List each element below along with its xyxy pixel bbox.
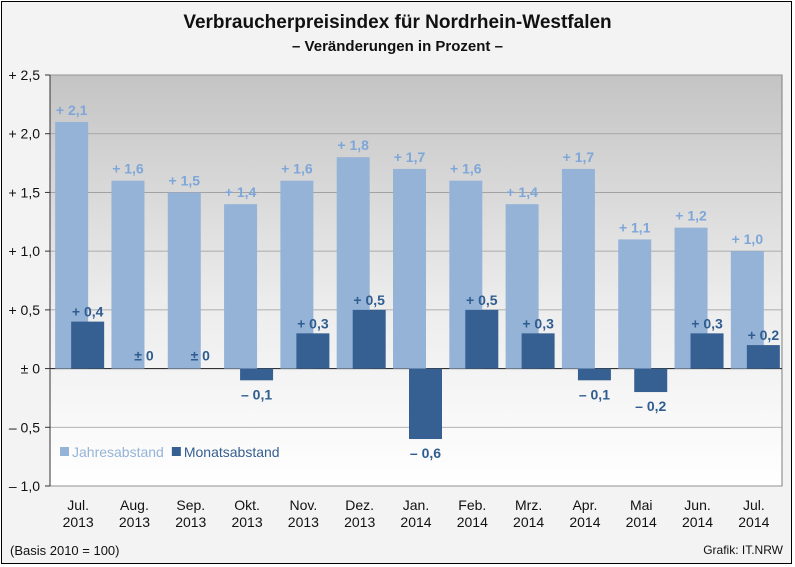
data-label-jahresabstand: + 1,5 <box>169 172 201 188</box>
y-tick-label: + 1,5 <box>8 184 40 200</box>
data-label-jahresabstand: + 1,7 <box>563 149 595 165</box>
data-label-jahresabstand: + 1,4 <box>506 184 538 200</box>
bar-monatsabstand <box>352 309 386 369</box>
x-tick-label-month: Mrz. <box>515 497 542 513</box>
x-tick-label-year: 2014 <box>738 514 769 530</box>
x-tick-label-year: 2013 <box>63 514 94 530</box>
x-tick-label-year: 2014 <box>457 514 488 530</box>
chart-subtitle: – Veränderungen in Prozent – <box>292 38 503 55</box>
x-tick-label-year: 2014 <box>513 514 544 530</box>
data-label-jahresabstand: + 1,7 <box>394 149 426 165</box>
data-label-jahresabstand: + 1,1 <box>619 219 651 235</box>
basis-note: (Basis 2010 = 100) <box>10 543 120 558</box>
data-label-jahresabstand: + 1,6 <box>281 161 313 177</box>
x-tick-label-year: 2013 <box>175 514 206 530</box>
x-tick-label-month: Jan. <box>403 497 429 513</box>
y-tick-label: – 0,5 <box>9 419 40 435</box>
data-label-monatsabstand: – 0,6 <box>410 445 441 461</box>
data-label-jahresabstand: + 1,8 <box>337 137 369 153</box>
chart-title: Verbraucherpreisindex für Nordrhein-West… <box>183 12 612 33</box>
legend-label-monatsabstand: Monatsabstand <box>184 444 280 460</box>
y-tick-label: + 2,0 <box>8 126 40 142</box>
x-tick-label-month: Sep. <box>176 497 205 513</box>
y-tick-label: + 1,0 <box>8 243 40 259</box>
bar-jahresabstand <box>111 180 145 369</box>
x-tick-label-month: Jul. <box>67 497 89 513</box>
data-label-jahresabstand: + 1,4 <box>225 184 257 200</box>
data-label-monatsabstand: – 0,1 <box>241 386 272 402</box>
bar-monatsabstand <box>296 333 330 369</box>
y-tick-label: – 1,0 <box>9 478 40 494</box>
source-credit: Grafik: IT.NRW <box>703 543 783 557</box>
legend-swatch-jahresabstand <box>60 447 69 456</box>
bar-monatsabstand <box>746 345 780 369</box>
y-tick-label: + 2,5 <box>8 67 40 83</box>
bar-jahresabstand <box>224 204 258 369</box>
data-label-jahresabstand: + 2,1 <box>56 102 88 118</box>
x-tick-label-month: Mai <box>630 497 653 513</box>
x-tick-label-year: 2013 <box>344 514 375 530</box>
bar-monatsabstand <box>634 368 668 393</box>
bar-jahresabstand <box>618 239 652 369</box>
bar-monatsabstand <box>577 368 611 381</box>
x-tick-label-month: Nov. <box>290 497 318 513</box>
data-label-jahresabstand: + 1,6 <box>450 161 482 177</box>
data-label-monatsabstand: + 0,5 <box>353 292 385 308</box>
data-label-jahresabstand: + 1,6 <box>112 161 144 177</box>
y-tick-label: + 0,5 <box>8 302 40 318</box>
data-label-monatsabstand: + 0,4 <box>72 304 104 320</box>
x-tick-label-year: 2013 <box>119 514 150 530</box>
bar-monatsabstand <box>71 321 105 369</box>
data-label-monatsabstand: ± 0 <box>191 348 211 364</box>
bar-jahresabstand <box>393 168 426 369</box>
data-label-monatsabstand: – 0,1 <box>579 386 610 402</box>
x-tick-label-month: Apr. <box>572 497 597 513</box>
x-tick-label-month: Aug. <box>120 497 149 513</box>
x-tick-label-year: 2014 <box>400 514 431 530</box>
x-tick-label-month: Jul. <box>743 497 765 513</box>
x-tick-label-year: 2014 <box>682 514 713 530</box>
bar-monatsabstand <box>465 309 499 369</box>
x-tick-label-month: Okt. <box>234 497 260 513</box>
bar-monatsabstand <box>240 368 274 381</box>
legend-swatch-monatsabstand <box>171 447 181 456</box>
data-label-monatsabstand: + 0,3 <box>297 315 329 331</box>
data-label-monatsabstand: ± 0 <box>134 348 154 364</box>
x-tick-label-year: 2013 <box>231 514 262 530</box>
x-tick-label-year: 2013 <box>288 514 319 530</box>
bar-monatsabstand <box>409 368 442 440</box>
x-tick-label-month: Jun. <box>684 497 710 513</box>
x-tick-label-month: Feb. <box>458 497 486 513</box>
data-label-jahresabstand: + 1,2 <box>675 208 707 224</box>
data-label-monatsabstand: + 0,5 <box>466 292 498 308</box>
bar-jahresabstand <box>561 168 595 369</box>
data-label-monatsabstand: + 0,2 <box>748 327 780 343</box>
bar-jahresabstand <box>167 192 201 369</box>
data-label-monatsabstand: + 0,3 <box>522 315 554 331</box>
data-label-monatsabstand: – 0,2 <box>635 398 666 414</box>
y-tick-label: ± 0 <box>21 361 41 377</box>
data-label-monatsabstand: + 0,3 <box>691 315 723 331</box>
bar-monatsabstand <box>521 333 555 369</box>
data-label-jahresabstand: + 1,0 <box>732 231 764 247</box>
bar-monatsabstand <box>690 333 724 369</box>
x-tick-label-year: 2014 <box>626 514 657 530</box>
x-tick-label-year: 2014 <box>569 514 600 530</box>
legend-label-jahresabstand: Jahresabstand <box>72 444 164 460</box>
x-tick-label-month: Dez. <box>345 497 374 513</box>
